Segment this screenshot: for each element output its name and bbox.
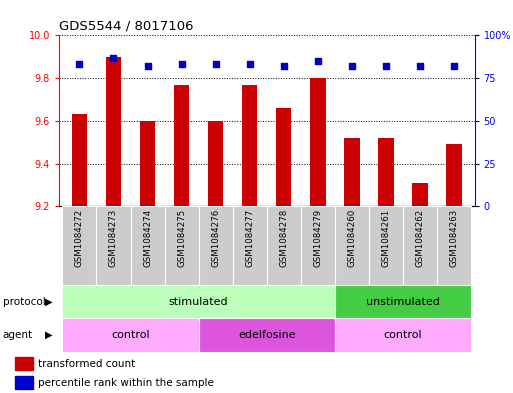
Bar — [344, 138, 360, 393]
Bar — [96, 206, 130, 285]
Point — [144, 63, 152, 69]
Point — [348, 63, 356, 69]
Text: GDS5544 / 8017106: GDS5544 / 8017106 — [59, 20, 193, 33]
Bar — [199, 206, 233, 285]
Text: GSM1084261: GSM1084261 — [382, 209, 390, 267]
Bar — [403, 206, 437, 285]
Bar — [412, 183, 428, 393]
Point — [75, 61, 84, 68]
Point — [416, 63, 424, 69]
Bar — [335, 206, 369, 285]
Bar — [140, 121, 155, 393]
Bar — [208, 121, 223, 393]
Bar — [15, 357, 33, 370]
Text: control: control — [111, 330, 150, 340]
Bar — [276, 108, 291, 393]
Text: GSM1084277: GSM1084277 — [245, 209, 254, 267]
Text: stimulated: stimulated — [169, 297, 228, 307]
Point — [382, 63, 390, 69]
Bar — [15, 376, 33, 389]
Bar — [335, 318, 471, 352]
Text: GSM1084263: GSM1084263 — [449, 209, 459, 267]
Bar — [63, 318, 199, 352]
Bar — [301, 206, 335, 285]
Point — [211, 61, 220, 68]
Point — [450, 63, 458, 69]
Text: ▶: ▶ — [45, 330, 53, 340]
Bar — [63, 285, 335, 318]
Text: edelfosine: edelfosine — [238, 330, 295, 340]
Text: unstimulated: unstimulated — [366, 297, 440, 307]
Text: ▶: ▶ — [45, 297, 53, 307]
Point — [314, 58, 322, 64]
Bar — [437, 206, 471, 285]
Text: agent: agent — [3, 330, 33, 340]
Text: GSM1084279: GSM1084279 — [313, 209, 322, 267]
Bar — [267, 206, 301, 285]
Bar — [335, 285, 471, 318]
Bar — [130, 206, 165, 285]
Bar — [174, 84, 189, 393]
Point — [246, 61, 254, 68]
Text: GSM1084274: GSM1084274 — [143, 209, 152, 267]
Bar — [106, 57, 121, 393]
Bar — [310, 78, 326, 393]
Bar — [378, 138, 393, 393]
Text: GSM1084278: GSM1084278 — [279, 209, 288, 267]
Bar — [63, 206, 96, 285]
Text: GSM1084276: GSM1084276 — [211, 209, 220, 267]
Bar — [199, 318, 335, 352]
Bar — [233, 206, 267, 285]
Text: protocol: protocol — [3, 297, 45, 307]
Bar — [165, 206, 199, 285]
Point — [109, 55, 117, 61]
Text: GSM1084275: GSM1084275 — [177, 209, 186, 267]
Text: GSM1084272: GSM1084272 — [75, 209, 84, 267]
Bar — [242, 84, 258, 393]
Text: transformed count: transformed count — [38, 359, 136, 369]
Text: percentile rank within the sample: percentile rank within the sample — [38, 378, 214, 387]
Text: control: control — [384, 330, 422, 340]
Bar — [369, 206, 403, 285]
Point — [280, 63, 288, 69]
Point — [177, 61, 186, 68]
Bar — [446, 144, 462, 393]
Text: GSM1084260: GSM1084260 — [347, 209, 357, 267]
Text: GSM1084262: GSM1084262 — [416, 209, 425, 267]
Bar — [72, 114, 87, 393]
Text: GSM1084273: GSM1084273 — [109, 209, 118, 267]
